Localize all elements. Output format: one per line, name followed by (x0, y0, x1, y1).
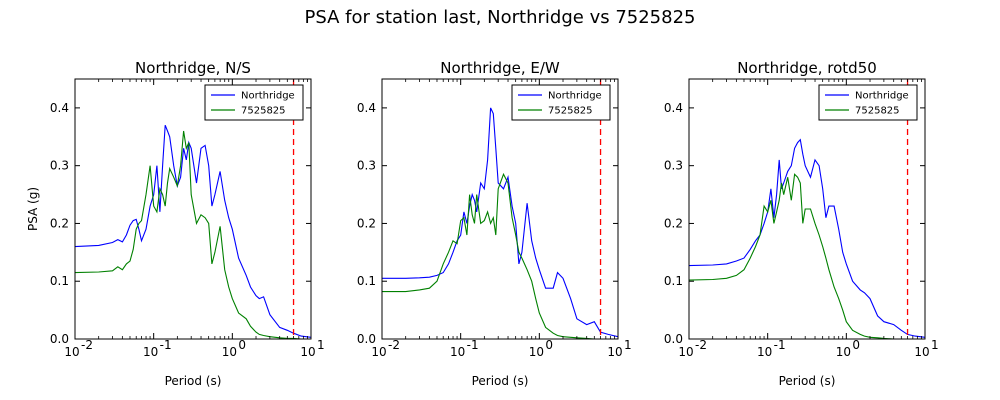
figure-suptitle: PSA for station last, Northridge vs 7525… (304, 7, 695, 28)
chart-3-xtick-exponent: -2 (695, 338, 707, 352)
chart-3-legend-label-northridge: Northridge (855, 91, 909, 102)
chart-3-axes-frame (688, 78, 926, 340)
chart-1-title: Northridge, N/S (135, 59, 251, 77)
chart-3-xtick-label: 10 (757, 345, 772, 359)
chart-3-xtick-exponent: 1 (931, 338, 939, 352)
chart-3-series-sim-line (689, 173, 925, 339)
chart-3-ytick-label: 0.3 (664, 159, 683, 173)
chart-3-ytick-label: 0.0 (664, 332, 683, 346)
chart-3-ytick-label: 0.2 (664, 216, 683, 230)
chart-2-legend-label-northridge: Northridge (548, 91, 602, 102)
chart-1-xtick-exponent: -1 (160, 338, 172, 352)
chart-2-legend-box (511, 84, 611, 121)
chart-2-xtick-exponent: 0 (545, 338, 553, 352)
chart-1-series-northridge-line (75, 124, 311, 338)
chart-3-legend-box (818, 84, 918, 121)
chart-1-legend: Northridge 7525825 (204, 84, 304, 121)
chart-2-xtick-label: 10 (607, 345, 622, 359)
chart-1-legend-label-sim: 7525825 (241, 106, 286, 117)
chart-2-ytick-label: 0.3 (357, 159, 376, 173)
chart-3-xtick-exponent: -1 (774, 338, 786, 352)
chart-2-xtick-label: 10 (529, 345, 544, 359)
chart-1-ytick-label: 0.0 (50, 332, 69, 346)
chart-1-ylabel: PSA (g) (26, 187, 40, 231)
chart-2-ytick-label: 0.1 (357, 274, 376, 288)
chart-2-legend: Northridge 7525825 (511, 84, 611, 121)
chart-2-axes-frame (381, 78, 619, 340)
chart-2-panel: Northridge, E/W0.00.10.20.30.410 -2 10 -1 10… (357, 59, 632, 388)
chart-3-xtick-label: 10 (914, 345, 929, 359)
chart-1-xtick-label: 10 (300, 345, 315, 359)
chart-1-xtick-exponent: -2 (81, 338, 93, 352)
chart-3-title: Northridge, rotd50 (737, 59, 877, 77)
chart-1-ytick-label: 0.1 (50, 274, 69, 288)
chart-3-legend: Northridge 7525825 (818, 84, 918, 121)
chart-2-ytick-label: 0.4 (357, 101, 376, 115)
chart-2-xtick-label: 10 (450, 345, 465, 359)
chart-1-axes-frame (74, 78, 312, 340)
chart-1-legend-box (204, 84, 304, 121)
chart-1-xtick-label: 10 (64, 345, 79, 359)
chart-panels: Northridge, N/S0.00.10.20.30.410 -2 10 -1 10… (26, 59, 939, 388)
chart-3-xtick-label: 10 (836, 345, 851, 359)
chart-2-ytick-label: 0.2 (357, 216, 376, 230)
chart-2-xtick-exponent: -1 (467, 338, 479, 352)
chart-1-series-sim-line (75, 130, 311, 339)
chart-2-xtick-exponent: -2 (388, 338, 400, 352)
chart-2-xlabel: Period (s) (472, 374, 529, 388)
chart-1-ytick-label: 0.3 (50, 159, 69, 173)
chart-3-xlabel: Period (s) (779, 374, 836, 388)
chart-2-ytick-label: 0.0 (357, 332, 376, 346)
chart-2-xtick-label: 10 (371, 345, 386, 359)
chart-1-legend-label-northridge: Northridge (241, 91, 295, 102)
chart-2-series-northridge-line (382, 107, 618, 338)
chart-2-legend-label-sim: 7525825 (548, 106, 593, 117)
chart-1-xtick-label: 10 (222, 345, 237, 359)
chart-3-ytick-label: 0.1 (664, 274, 683, 288)
chart-3-ytick-label: 0.4 (664, 101, 683, 115)
chart-1-ytick-label: 0.4 (50, 101, 69, 115)
chart-1-xtick-exponent: 1 (317, 338, 325, 352)
chart-3-legend-label-sim: 7525825 (855, 106, 900, 117)
chart-1-xtick-label: 10 (143, 345, 158, 359)
chart-1-panel: Northridge, N/S0.00.10.20.30.410 -2 10 -1 10… (26, 59, 325, 388)
chart-1-ytick-label: 0.2 (50, 216, 69, 230)
chart-2-xtick-exponent: 1 (624, 338, 632, 352)
chart-1-xtick-exponent: 0 (238, 338, 246, 352)
chart-3-series-northridge-line (689, 138, 925, 338)
chart-3-xtick-exponent: 0 (852, 338, 860, 352)
chart-3-xtick-label: 10 (678, 345, 693, 359)
chart-1-xlabel: Period (s) (165, 374, 222, 388)
chart-2-series-sim-line (382, 172, 618, 339)
chart-2-title: Northridge, E/W (440, 59, 560, 77)
